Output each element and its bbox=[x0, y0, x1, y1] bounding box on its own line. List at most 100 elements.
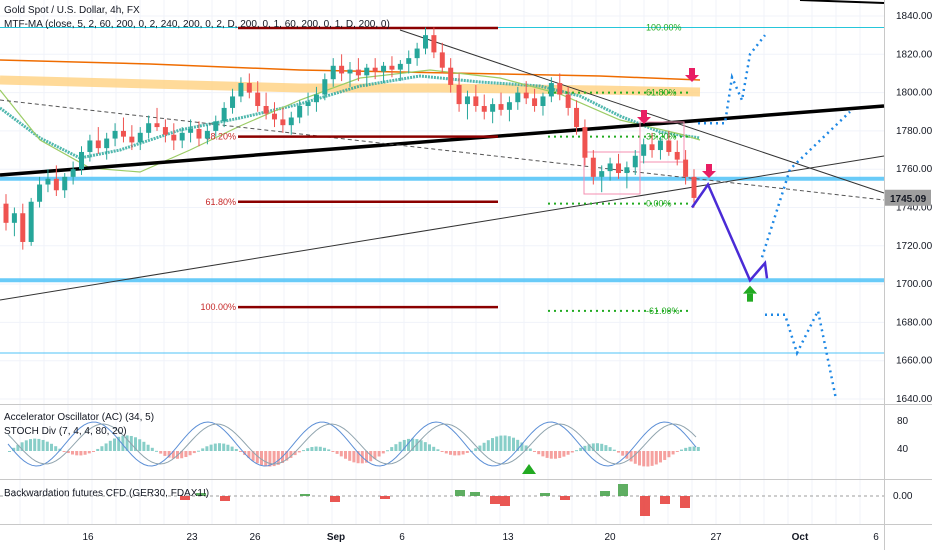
candle-body[interactable] bbox=[104, 138, 110, 149]
candle-body[interactable] bbox=[657, 140, 663, 151]
candle-body[interactable] bbox=[624, 167, 630, 174]
candle-body[interactable] bbox=[112, 130, 118, 139]
candle-body[interactable] bbox=[523, 92, 529, 99]
sell-arrow-icon[interactable] bbox=[637, 117, 651, 124]
candle-body[interactable] bbox=[439, 52, 445, 68]
candle-body[interactable] bbox=[582, 127, 588, 158]
candle-body[interactable] bbox=[448, 67, 454, 85]
candle-body[interactable] bbox=[431, 35, 437, 53]
candle-body[interactable] bbox=[288, 117, 294, 126]
candle-body[interactable] bbox=[263, 106, 269, 114]
candle-body[interactable] bbox=[62, 176, 68, 191]
candle-body[interactable] bbox=[196, 128, 202, 139]
candle-body[interactable] bbox=[691, 176, 697, 198]
mtf-ma-indicator-label[interactable]: MTF-MA (close, 5, 2, 60, 200, 0, 2, 240,… bbox=[4, 19, 390, 30]
candle-body[interactable] bbox=[683, 159, 689, 177]
candle-body[interactable] bbox=[641, 144, 647, 156]
last-price-tag[interactable] bbox=[885, 189, 931, 206]
candle-body[interactable] bbox=[607, 163, 613, 172]
trendline-top-right[interactable] bbox=[799, 0, 885, 4]
candle-body[interactable] bbox=[423, 35, 429, 49]
candle-body[interactable] bbox=[414, 48, 420, 59]
candle-body[interactable] bbox=[590, 157, 596, 177]
candle-body[interactable] bbox=[171, 134, 177, 141]
candle-body[interactable] bbox=[53, 178, 59, 191]
sell-arrow-icon[interactable] bbox=[702, 171, 716, 178]
forecast-solid-path[interactable] bbox=[690, 181, 769, 283]
stoch-div-label[interactable]: STOCH Div (7, 4, 4, 80, 20) bbox=[4, 426, 127, 437]
candle-body[interactable] bbox=[330, 65, 336, 80]
candle-body[interactable] bbox=[574, 107, 580, 128]
candle-body[interactable] bbox=[515, 92, 521, 103]
candle-body[interactable] bbox=[3, 203, 9, 223]
candle-body[interactable] bbox=[137, 132, 143, 143]
candle-body[interactable] bbox=[255, 92, 261, 107]
candle-body[interactable] bbox=[280, 119, 286, 126]
candle-body[interactable] bbox=[297, 106, 303, 118]
candle-body[interactable] bbox=[464, 96, 470, 105]
candle-body[interactable] bbox=[11, 213, 17, 223]
candle-body[interactable] bbox=[339, 65, 345, 74]
symbol-title[interactable]: Gold Spot / U.S. Dollar, 4h, FX bbox=[4, 5, 140, 16]
stoch-d-line[interactable] bbox=[7, 423, 697, 465]
candle-body[interactable] bbox=[490, 104, 496, 112]
accelerator-oscillator-label[interactable]: Accelerator Oscillator (AC) (34, 5) bbox=[4, 412, 155, 423]
candle-body[interactable] bbox=[271, 113, 277, 120]
pink-box-2[interactable] bbox=[639, 121, 685, 163]
candle-body[interactable] bbox=[305, 102, 311, 107]
candle-body[interactable] bbox=[540, 96, 546, 107]
candle-body[interactable] bbox=[87, 140, 93, 152]
candle-body[interactable] bbox=[154, 123, 160, 128]
candle-body[interactable] bbox=[557, 83, 563, 95]
candle-body[interactable] bbox=[498, 104, 504, 110]
candle-body[interactable] bbox=[45, 178, 51, 185]
candle-body[interactable] bbox=[313, 94, 319, 103]
candle-body[interactable] bbox=[364, 67, 370, 76]
candle-body[interactable] bbox=[666, 140, 672, 152]
candle-body[interactable] bbox=[456, 84, 462, 105]
candle-body[interactable] bbox=[372, 67, 378, 72]
candle-body[interactable] bbox=[397, 63, 403, 70]
candle-body[interactable] bbox=[632, 155, 638, 168]
candle-body[interactable] bbox=[473, 96, 479, 107]
candle-body[interactable] bbox=[406, 58, 412, 64]
yellow-band-ma[interactable] bbox=[0, 75, 701, 97]
candle-body[interactable] bbox=[120, 130, 126, 137]
candle-body[interactable] bbox=[37, 184, 43, 202]
buy-arrow-icon[interactable] bbox=[743, 285, 757, 294]
candle-body[interactable] bbox=[20, 213, 26, 242]
forecast-dotted-up-1[interactable] bbox=[698, 34, 766, 125]
osc-up-arrow-icon[interactable] bbox=[522, 464, 536, 474]
forecast-dotted-up-2[interactable] bbox=[760, 110, 851, 258]
candle-body[interactable] bbox=[95, 140, 101, 149]
candle-body[interactable] bbox=[615, 163, 621, 174]
candle-body[interactable] bbox=[674, 151, 680, 160]
candle-body[interactable] bbox=[381, 65, 387, 72]
candle-body[interactable] bbox=[162, 127, 168, 135]
candle-body[interactable] bbox=[213, 121, 219, 131]
teal-ma-line[interactable] bbox=[0, 74, 701, 160]
candle-body[interactable] bbox=[129, 136, 135, 143]
candle-body[interactable] bbox=[146, 123, 152, 133]
candle-body[interactable] bbox=[506, 102, 512, 110]
candle-body[interactable] bbox=[79, 151, 85, 170]
candle-body[interactable] bbox=[532, 98, 538, 107]
trendline-thick[interactable] bbox=[0, 104, 885, 177]
backwardation-label[interactable]: Backwardation futures CFD (GER30, FDAX1!… bbox=[4, 488, 210, 499]
stoch-k-line[interactable] bbox=[7, 421, 697, 467]
candle-body[interactable] bbox=[230, 96, 236, 108]
candle-body[interactable] bbox=[188, 128, 194, 133]
candle-body[interactable] bbox=[548, 83, 554, 97]
trendline-dashed[interactable] bbox=[0, 99, 885, 201]
candle-body[interactable] bbox=[246, 83, 252, 93]
candle-body[interactable] bbox=[221, 107, 227, 122]
candle-body[interactable] bbox=[565, 94, 571, 108]
candle-body[interactable] bbox=[355, 69, 361, 76]
candle-body[interactable] bbox=[204, 130, 210, 139]
candle-body[interactable] bbox=[389, 65, 395, 70]
candle-body[interactable] bbox=[179, 132, 185, 141]
forecast-dotted-down[interactable] bbox=[765, 307, 838, 400]
candle-body[interactable] bbox=[238, 83, 244, 97]
